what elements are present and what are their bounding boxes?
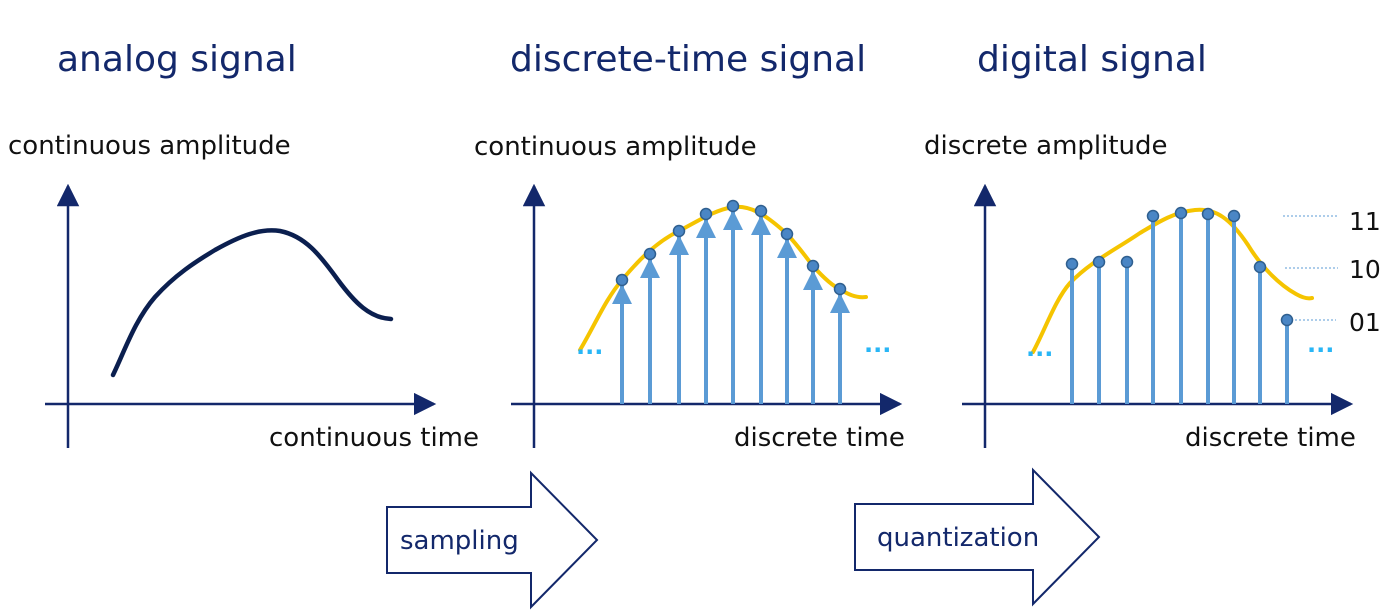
sample-point <box>726 199 740 213</box>
discrete-time-xlabel: discrete time <box>734 423 905 453</box>
analog-xlabel: continuous time <box>269 423 479 453</box>
sample-point <box>833 282 847 296</box>
quantization-arrow: quantization <box>854 467 1101 607</box>
digital-plot <box>962 183 1354 448</box>
leading-ellipsis-digital: ... <box>1026 334 1053 362</box>
digital-ylabel: discrete amplitude <box>924 131 1168 161</box>
quantized-point <box>1146 209 1160 223</box>
quantized-point <box>1227 209 1241 223</box>
analog-plot <box>45 183 437 448</box>
sample-point <box>754 204 768 218</box>
quantized-point <box>1280 313 1294 327</box>
quantized-point <box>1065 257 1079 271</box>
digital-signal-title: digital signal <box>977 39 1207 80</box>
analog-signal-title: analog signal <box>57 39 297 80</box>
quantized-point <box>1174 206 1188 220</box>
quantized-point <box>1253 260 1267 274</box>
quantization-arrow-shape <box>854 467 1101 607</box>
discrete-time-signal-title: discrete-time signal <box>510 39 866 80</box>
sample-point <box>672 224 686 238</box>
sample-dots <box>615 199 847 296</box>
quantized-stems <box>1070 213 1289 404</box>
sampling-arrow: sampling <box>386 470 599 610</box>
analog-ylabel: continuous amplitude <box>8 131 291 161</box>
sample-point <box>643 247 657 261</box>
trailing-ellipsis: ... <box>864 330 891 358</box>
sample-stems <box>612 210 850 404</box>
analog-curve <box>110 228 394 378</box>
sampling-arrow-shape <box>386 470 599 610</box>
sample-point <box>615 273 629 287</box>
quantized-point <box>1092 255 1106 269</box>
quantized-point <box>1120 255 1134 269</box>
level-10-label: 10 <box>1349 255 1381 284</box>
trailing-ellipsis-digital: ... <box>1307 330 1334 358</box>
quantized-source-curve <box>1031 207 1314 354</box>
sampling-label: sampling <box>400 526 519 556</box>
discrete-time-ylabel: continuous amplitude <box>474 132 757 162</box>
level-11-label: 11 <box>1349 207 1381 236</box>
sample-point <box>780 227 794 241</box>
discrete-time-plot <box>511 183 903 448</box>
digital-xlabel: discrete time <box>1185 423 1356 453</box>
sample-point <box>806 259 820 273</box>
leading-ellipsis: ... <box>576 332 603 360</box>
quantization-label: quantization <box>877 523 1039 553</box>
quantized-dots <box>1065 206 1294 327</box>
level-01-label: 01 <box>1349 308 1381 337</box>
quantized-point <box>1201 207 1215 221</box>
sample-point <box>699 207 713 221</box>
